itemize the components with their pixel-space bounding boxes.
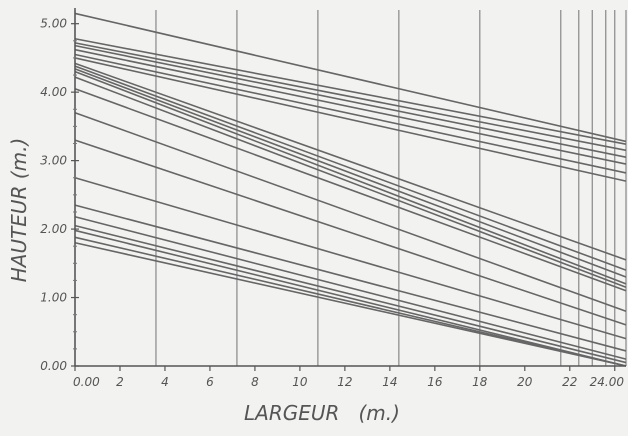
series-line — [74, 53, 627, 174]
series-line — [74, 229, 627, 367]
series-line — [74, 70, 627, 285]
y-tick-label: 5.00 — [40, 17, 67, 31]
x-tick-label: 14 — [382, 375, 397, 389]
series-line — [74, 62, 627, 261]
series-line — [74, 204, 627, 352]
plot-area — [74, 10, 627, 367]
axes: 0.00 1.00 2.00 3.00 4.00 5.00 0.00 2 4 6 8 10 12 14 16… — [40, 8, 626, 389]
series-line — [74, 215, 627, 360]
y-tick-label: 0.00 — [40, 359, 67, 373]
x-tick-label: 4 — [161, 375, 169, 389]
y-tick-label: 3.00 — [40, 154, 67, 168]
x-tick-label: 24.00 — [590, 375, 625, 389]
series-line — [74, 87, 627, 292]
x-tick-label: 10 — [292, 375, 308, 389]
series-line — [74, 241, 627, 367]
x-axis-label: LARGEUR (m.) — [244, 401, 400, 425]
x-tick-label: 20 — [517, 375, 533, 389]
series-line — [74, 224, 627, 364]
series-line — [74, 37, 627, 145]
series-line — [74, 68, 627, 278]
series-line — [74, 12, 627, 143]
series-line — [74, 176, 627, 340]
x-tick-label: 18 — [472, 375, 488, 389]
y-axis-label: HAUTEUR (m.) — [7, 138, 31, 283]
y-tick-label: 1.00 — [40, 291, 67, 305]
y-tick-label: 4.00 — [40, 85, 67, 99]
series-line — [74, 42, 627, 152]
x-tick-label: 12 — [337, 375, 352, 389]
x-tick-label: 8 — [251, 375, 259, 389]
series-line — [74, 111, 627, 312]
x-tick-label: 0.00 — [73, 375, 100, 389]
x-tick-label: 16 — [427, 375, 443, 389]
y-tick-label: 2.00 — [40, 222, 67, 236]
series-line — [74, 236, 627, 367]
x-tick-label: 6 — [206, 375, 214, 389]
series-line — [74, 48, 627, 165]
series-line — [74, 139, 627, 326]
series-line — [74, 44, 627, 158]
series-line — [74, 76, 627, 289]
series-line — [74, 65, 627, 271]
x-tick-label: 2 — [116, 375, 124, 389]
series-line — [74, 57, 627, 182]
x-tick-label: 22 — [562, 375, 577, 389]
